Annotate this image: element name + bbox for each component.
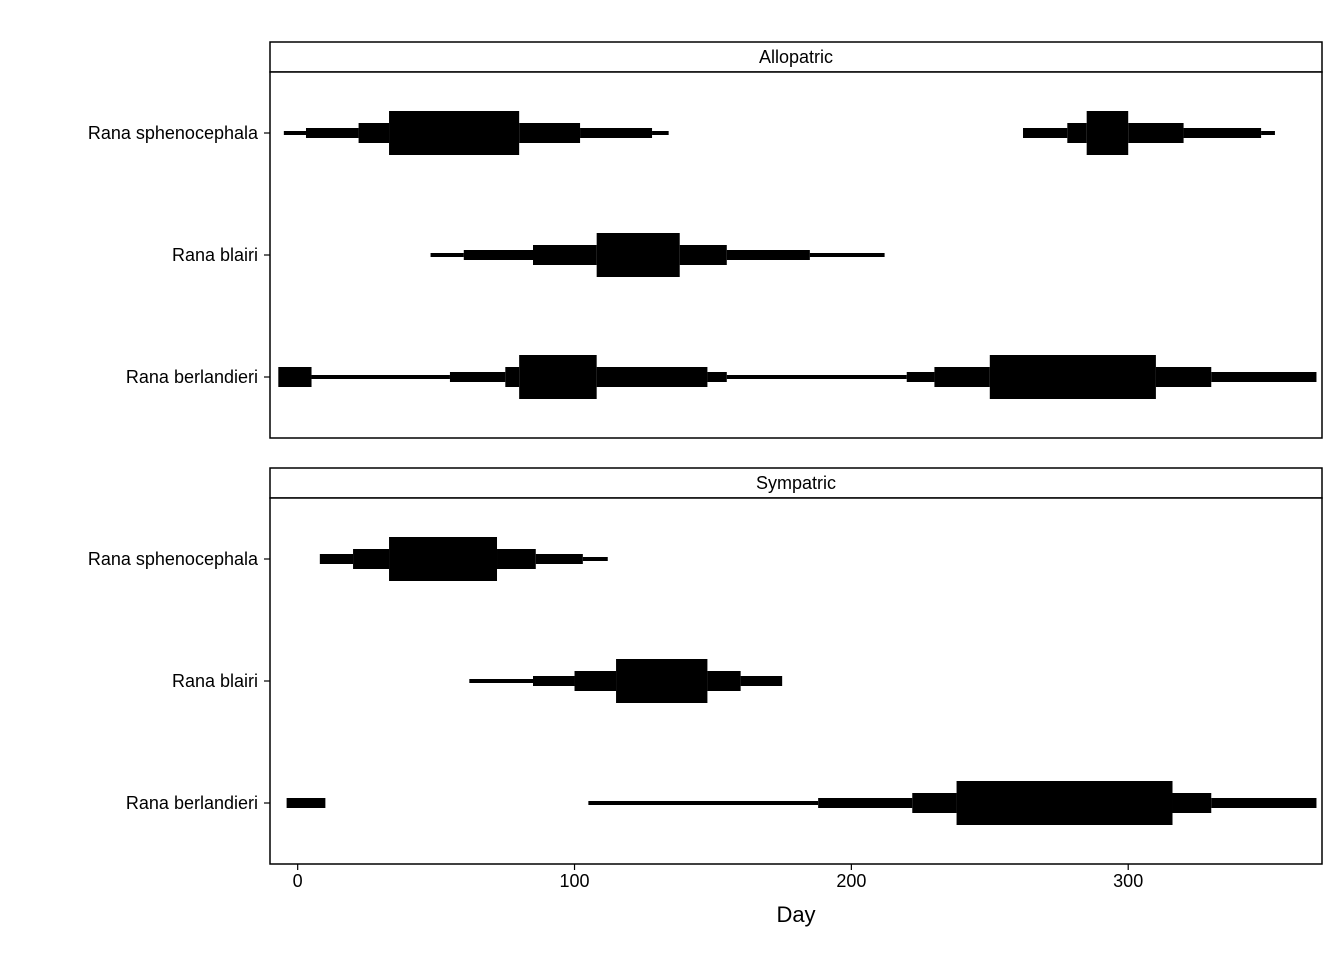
density-segment — [278, 367, 311, 387]
density-segment — [519, 355, 597, 399]
density-segment — [707, 372, 726, 382]
density-segment — [707, 671, 740, 691]
density-segment — [741, 676, 783, 686]
density-segment — [389, 111, 519, 155]
density-segment — [1087, 111, 1129, 155]
density-segment — [1156, 367, 1211, 387]
density-segment — [284, 131, 306, 135]
density-segment — [359, 123, 389, 143]
density-segment — [727, 250, 810, 260]
x-axis-label: Day — [776, 902, 815, 927]
density-segment — [597, 367, 708, 387]
density-segment — [389, 537, 497, 581]
density-segment — [575, 671, 617, 691]
density-segment — [1211, 372, 1316, 382]
density-segment — [680, 245, 727, 265]
y-tick-label: Rana berlandieri — [126, 793, 258, 813]
density-segment — [312, 375, 450, 379]
density-segment — [306, 128, 359, 138]
density-segment — [990, 355, 1156, 399]
density-segment — [1128, 123, 1183, 143]
density-segment — [912, 793, 956, 813]
density-segment — [580, 128, 652, 138]
density-segment — [519, 123, 580, 143]
density-segment — [1023, 128, 1067, 138]
density-segment — [497, 549, 536, 569]
faceted-density-chart: Allopatric Rana sphenocephala Rana blairi R… — [0, 0, 1344, 960]
x-tick-label: 300 — [1113, 871, 1143, 891]
density-segment — [957, 781, 1173, 825]
density-segment — [533, 676, 575, 686]
y-tick-label: Rana sphenocephala — [88, 549, 259, 569]
density-segment — [616, 659, 707, 703]
x-tick-label: 0 — [293, 871, 303, 891]
facet-label: Sympatric — [756, 473, 836, 493]
density-segment — [1261, 131, 1275, 135]
density-segment — [320, 554, 353, 564]
y-tick-label: Rana berlandieri — [126, 367, 258, 387]
x-tick-label: 100 — [560, 871, 590, 891]
density-segment — [464, 250, 533, 260]
density-segment — [353, 549, 389, 569]
density-segment — [597, 233, 680, 277]
y-tick-label: Rana sphenocephala — [88, 123, 259, 143]
density-segment — [652, 131, 669, 135]
density-segment — [431, 253, 464, 257]
density-segment — [1184, 128, 1262, 138]
density-segment — [1067, 123, 1086, 143]
facet-label: Allopatric — [759, 47, 833, 67]
y-tick-label: Rana blairi — [172, 671, 258, 691]
density-segment — [588, 801, 818, 805]
density-segment — [469, 679, 533, 683]
density-segment — [583, 557, 608, 561]
density-segment — [450, 372, 505, 382]
density-segment — [1173, 793, 1212, 813]
density-segment — [818, 798, 912, 808]
density-segment — [1211, 798, 1316, 808]
density-segment — [934, 367, 989, 387]
density-segment — [727, 375, 907, 379]
density-segment — [907, 372, 935, 382]
density-segment — [533, 245, 597, 265]
x-tick-label: 200 — [836, 871, 866, 891]
density-segment — [505, 367, 519, 387]
density-segment — [536, 554, 583, 564]
density-segment — [810, 253, 885, 257]
density-segment — [287, 798, 326, 808]
y-tick-label: Rana blairi — [172, 245, 258, 265]
